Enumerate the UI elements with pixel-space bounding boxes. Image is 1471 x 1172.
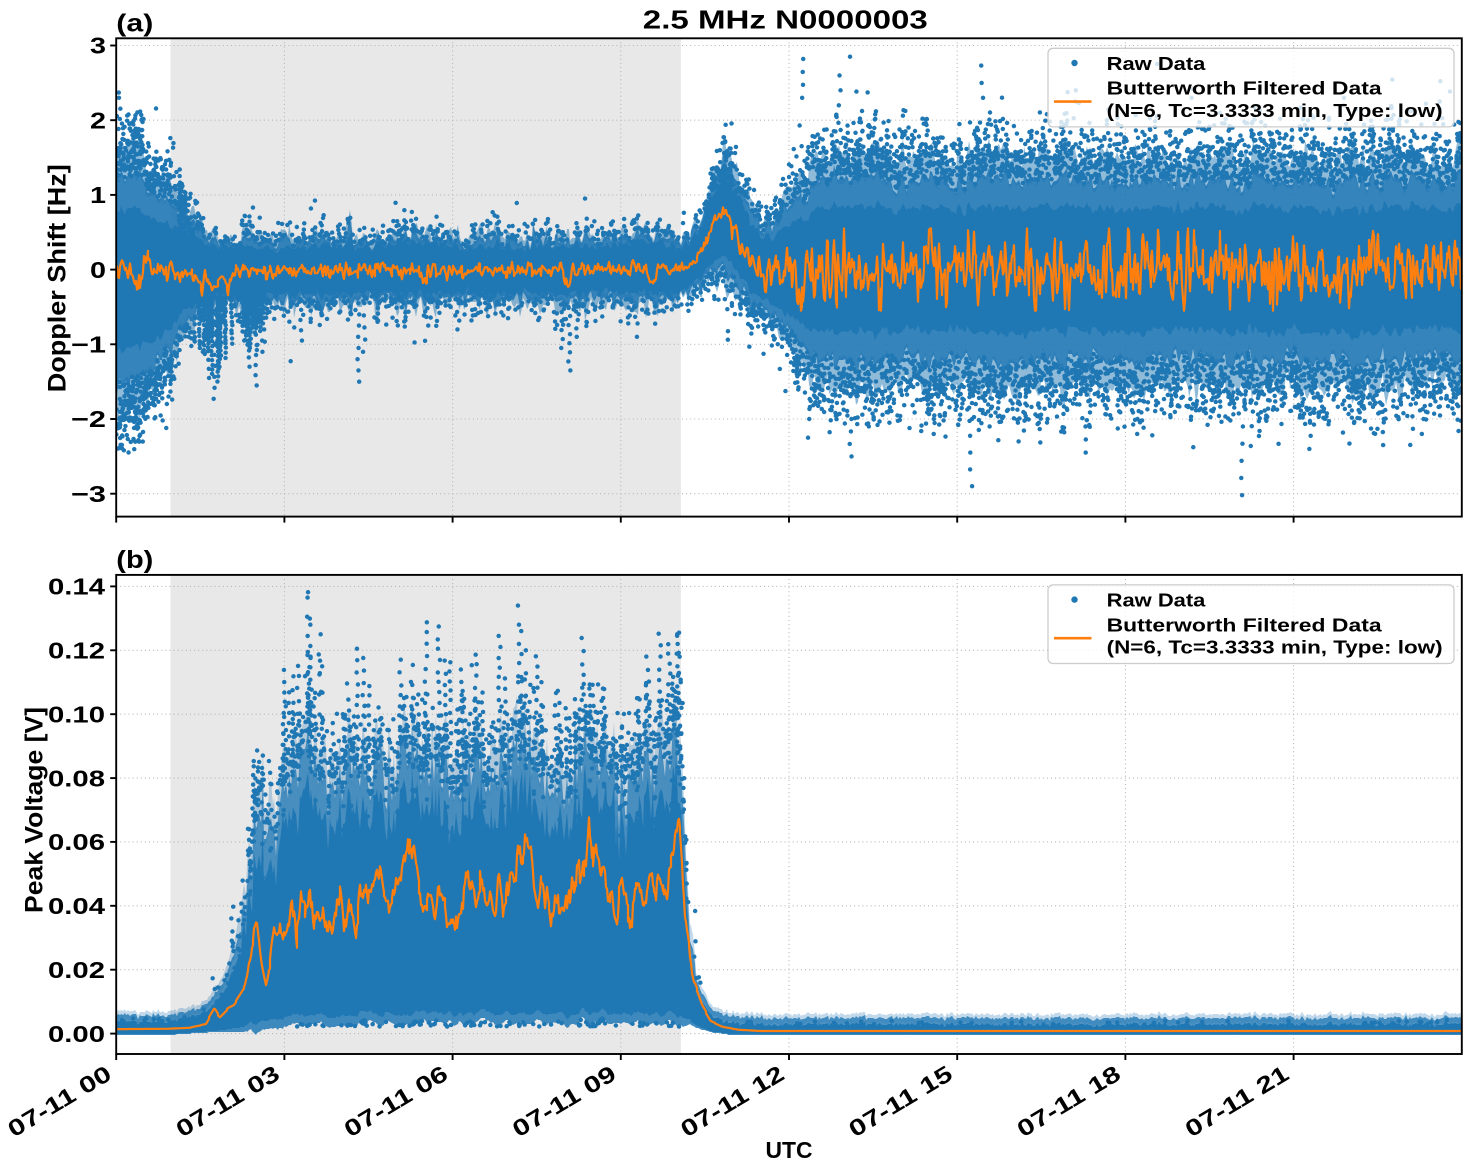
- svg-text:2: 2: [90, 107, 106, 133]
- svg-text:(N=6, Tc=3.3333 min, Type: low: (N=6, Tc=3.3333 min, Type: low): [1107, 637, 1443, 658]
- svg-text:−3: −3: [71, 481, 106, 507]
- svg-text:(a): (a): [116, 10, 153, 38]
- svg-text:Peak Voltage [V]: Peak Voltage [V]: [21, 707, 49, 913]
- svg-text:−2: −2: [71, 406, 106, 432]
- svg-text:0.04: 0.04: [48, 893, 105, 919]
- svg-text:0.10: 0.10: [48, 701, 105, 727]
- svg-text:0.14: 0.14: [48, 574, 105, 600]
- svg-text:2.5 MHz N0000003: 2.5 MHz N0000003: [643, 5, 928, 35]
- svg-text:0: 0: [90, 257, 106, 283]
- svg-text:(b): (b): [116, 546, 153, 574]
- svg-text:0.00: 0.00: [48, 1021, 105, 1047]
- svg-text:(N=6, Tc=3.3333 min, Type: low: (N=6, Tc=3.3333 min, Type: low): [1107, 100, 1443, 121]
- svg-text:UTC: UTC: [766, 1137, 813, 1163]
- svg-text:0.06: 0.06: [48, 829, 105, 855]
- svg-text:Raw Data: Raw Data: [1107, 590, 1207, 611]
- svg-text:Doppler Shift [Hz]: Doppler Shift [Hz]: [44, 164, 72, 392]
- svg-text:−1: −1: [71, 332, 106, 358]
- svg-text:Butterworth Filtered Data: Butterworth Filtered Data: [1107, 614, 1383, 635]
- svg-text:0.08: 0.08: [48, 765, 105, 791]
- svg-text:0.02: 0.02: [48, 957, 105, 983]
- svg-text:3: 3: [90, 33, 106, 59]
- svg-text:0.12: 0.12: [48, 638, 105, 664]
- svg-text:Butterworth Filtered Data: Butterworth Filtered Data: [1107, 78, 1383, 99]
- svg-text:1: 1: [90, 182, 106, 208]
- svg-text:Raw Data: Raw Data: [1107, 53, 1207, 74]
